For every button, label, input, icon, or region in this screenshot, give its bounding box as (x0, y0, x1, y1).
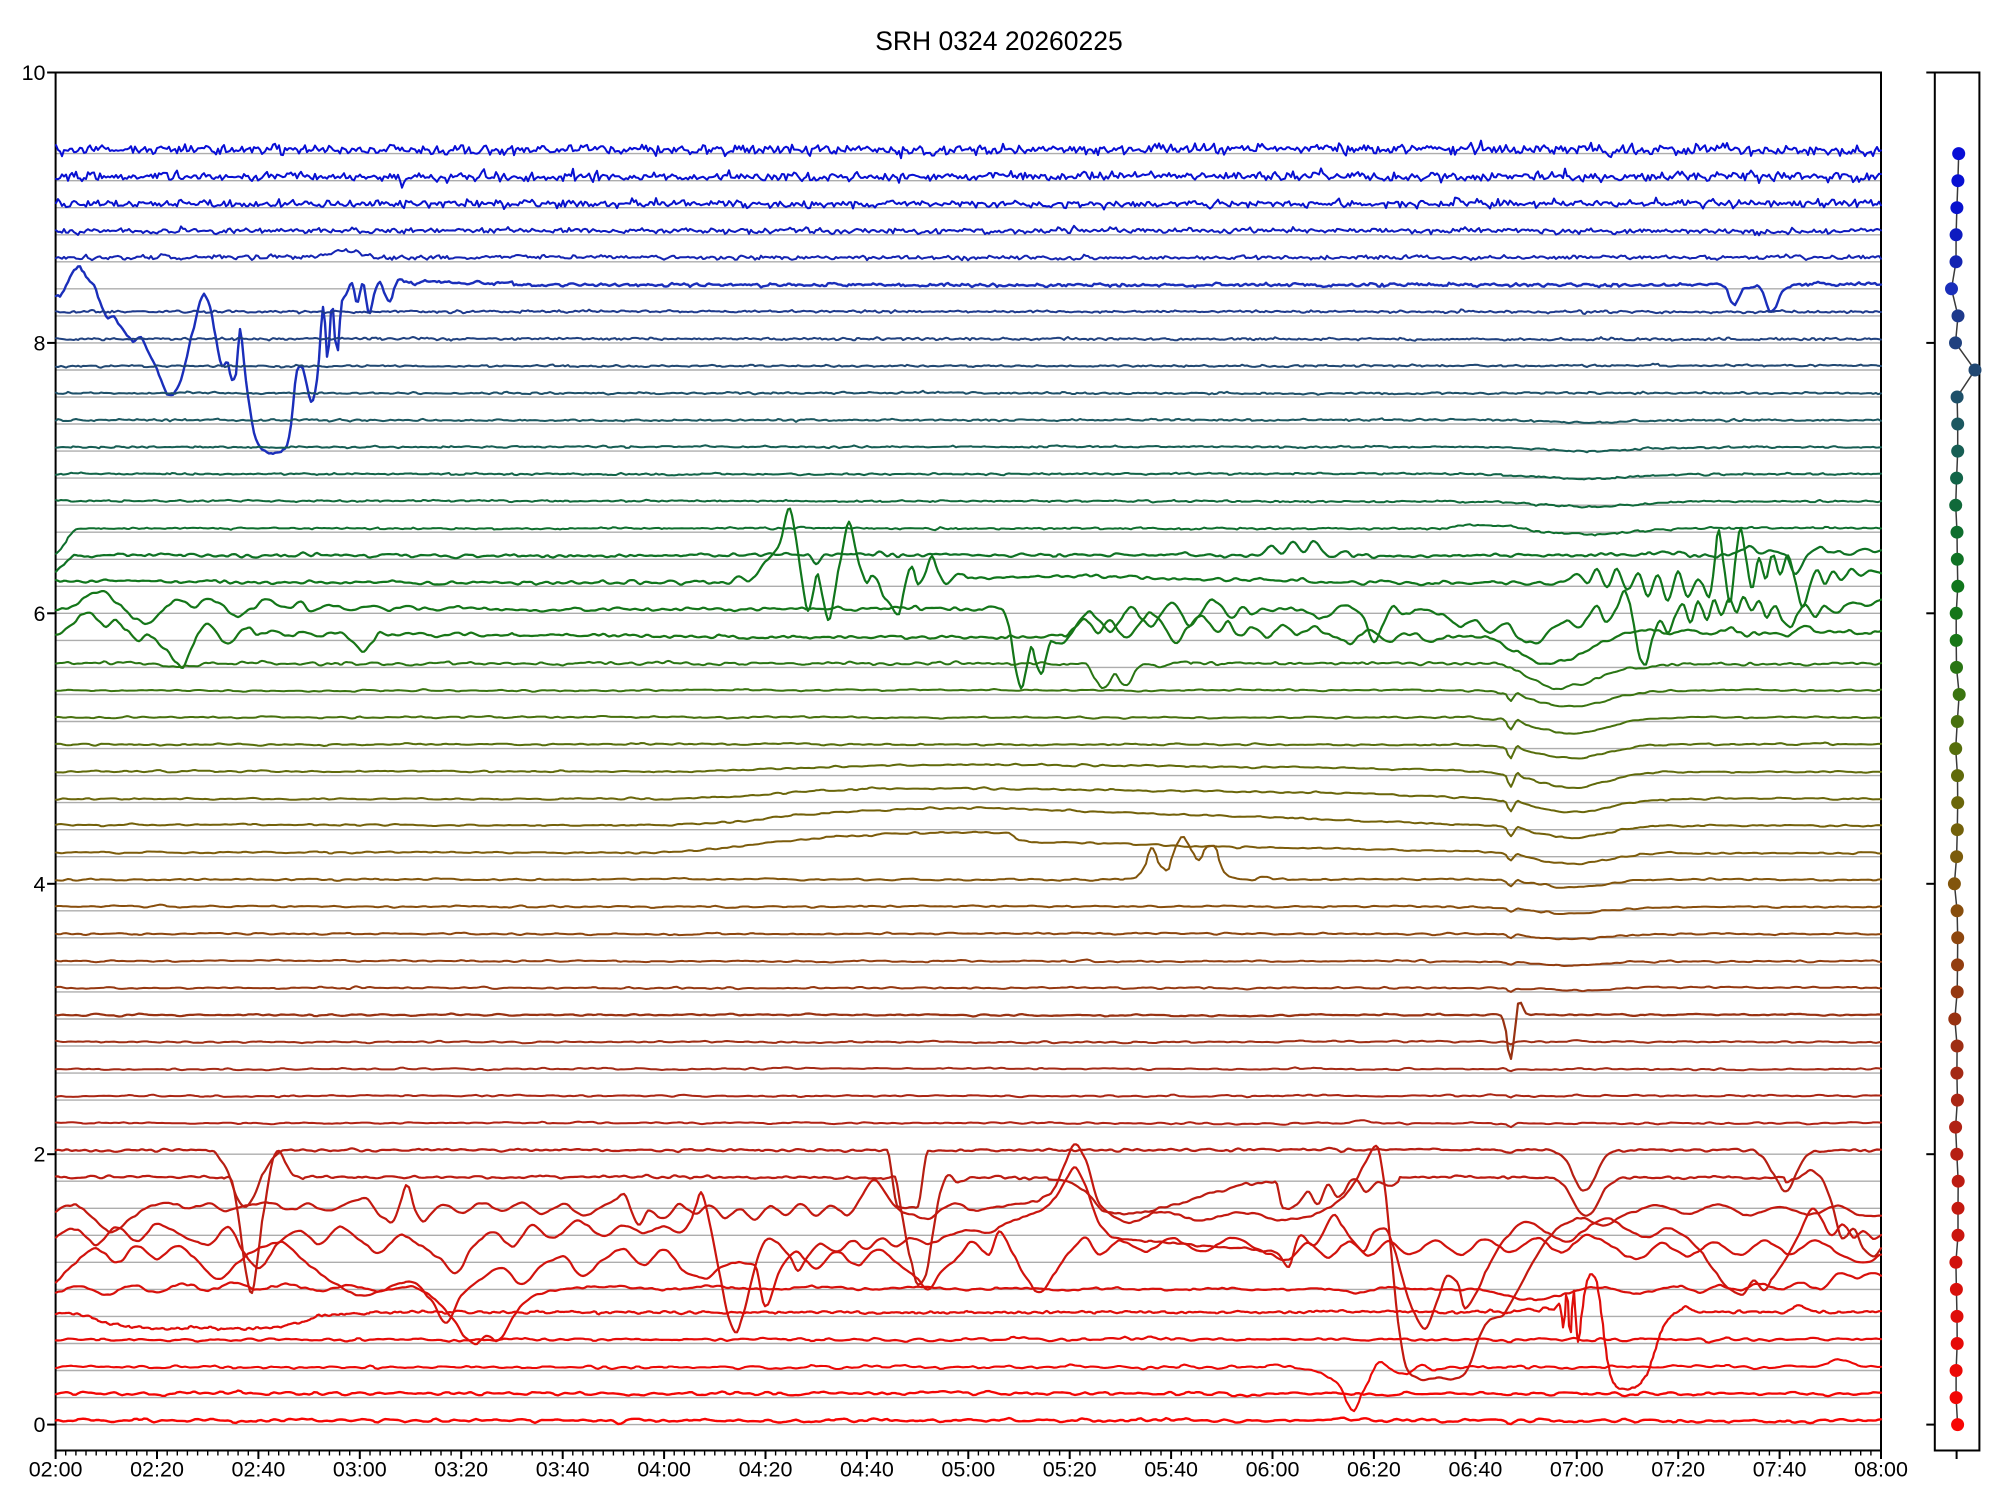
svg-text:04:00: 04:00 (637, 1458, 691, 1482)
svg-text:05:20: 05:20 (1043, 1458, 1097, 1482)
svg-text:03:40: 03:40 (536, 1458, 590, 1482)
svg-text:08:00: 08:00 (1854, 1458, 1908, 1482)
svg-text:04:20: 04:20 (739, 1458, 793, 1482)
svg-text:07:00: 07:00 (1550, 1458, 1604, 1482)
svg-text:05:00: 05:00 (941, 1458, 995, 1482)
svg-text:8: 8 (34, 331, 46, 355)
svg-text:10: 10 (22, 61, 46, 85)
svg-text:6: 6 (34, 602, 46, 626)
svg-text:07:20: 07:20 (1651, 1458, 1705, 1482)
svg-text:03:20: 03:20 (434, 1458, 488, 1482)
svg-text:02:00: 02:00 (29, 1458, 83, 1482)
svg-text:06:20: 06:20 (1347, 1458, 1401, 1482)
svg-text:4: 4 (34, 872, 46, 896)
svg-text:SRH 0324 20260225: SRH 0324 20260225 (875, 26, 1123, 56)
svg-text:07:40: 07:40 (1753, 1458, 1807, 1482)
svg-text:06:00: 06:00 (1246, 1458, 1300, 1482)
svg-text:2: 2 (34, 1143, 46, 1167)
svg-text:05:40: 05:40 (1144, 1458, 1198, 1482)
svg-text:06:40: 06:40 (1448, 1458, 1502, 1482)
svg-text:02:20: 02:20 (130, 1458, 184, 1482)
svg-text:0: 0 (34, 1413, 46, 1437)
svg-text:03:00: 03:00 (333, 1458, 387, 1482)
svg-text:02:40: 02:40 (231, 1458, 285, 1482)
svg-text:04:40: 04:40 (840, 1458, 894, 1482)
